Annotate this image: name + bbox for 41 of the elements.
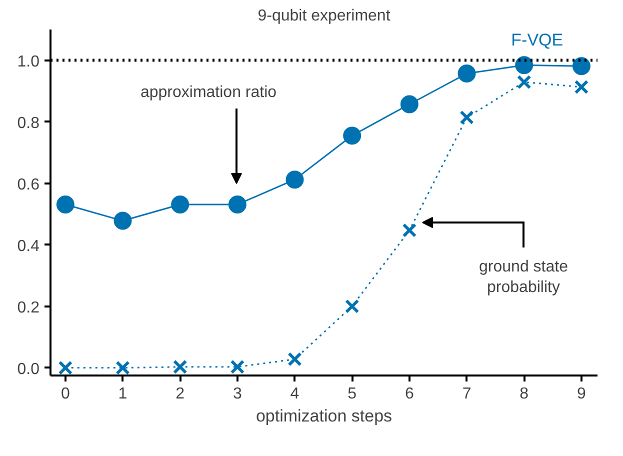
point	[516, 74, 532, 90]
point	[171, 196, 190, 214]
point	[343, 126, 362, 145]
point	[572, 57, 590, 76]
x-tick-label: 5	[348, 386, 357, 402]
y-tick-label: 0.2	[17, 299, 40, 316]
point	[56, 196, 74, 214]
point	[116, 360, 130, 375]
point	[458, 64, 476, 82]
point	[228, 196, 246, 214]
y-tick-label: 0.6	[17, 176, 40, 194]
point	[286, 170, 304, 189]
y-tick-label: 1.0	[17, 53, 40, 70]
point	[114, 212, 132, 230]
x-tick-label: 3	[232, 386, 242, 402]
point	[230, 360, 245, 374]
chart-title: 9-qubit experiment	[258, 8, 391, 24]
point	[288, 352, 302, 366]
point	[172, 360, 188, 374]
x-axis-title: optimization steps	[256, 406, 392, 426]
point	[515, 56, 534, 74]
point	[402, 223, 417, 238]
x-tick-label: 2	[176, 386, 185, 402]
x-tick-label: 7	[462, 386, 472, 402]
y-tick-label: 0.0	[17, 360, 40, 378]
point	[460, 110, 474, 125]
annotation: approximation ratio	[140, 84, 277, 101]
x-tick-label: 4	[290, 386, 300, 402]
x-tick-label: 9	[576, 386, 586, 402]
point	[400, 95, 418, 114]
point	[58, 360, 73, 375]
y-tick-label: 0.8	[17, 114, 40, 132]
point	[574, 80, 589, 94]
point	[344, 299, 360, 314]
x-tick-label: 8	[520, 386, 529, 402]
x-tick-label: 1	[118, 386, 128, 402]
y-tick-label: 0.4	[17, 238, 40, 255]
x-tick-label: 6	[404, 386, 414, 402]
series-label: F-VQE	[511, 30, 564, 50]
annotation: ground state probability	[479, 258, 568, 296]
x-tick-label: 0	[60, 386, 70, 402]
